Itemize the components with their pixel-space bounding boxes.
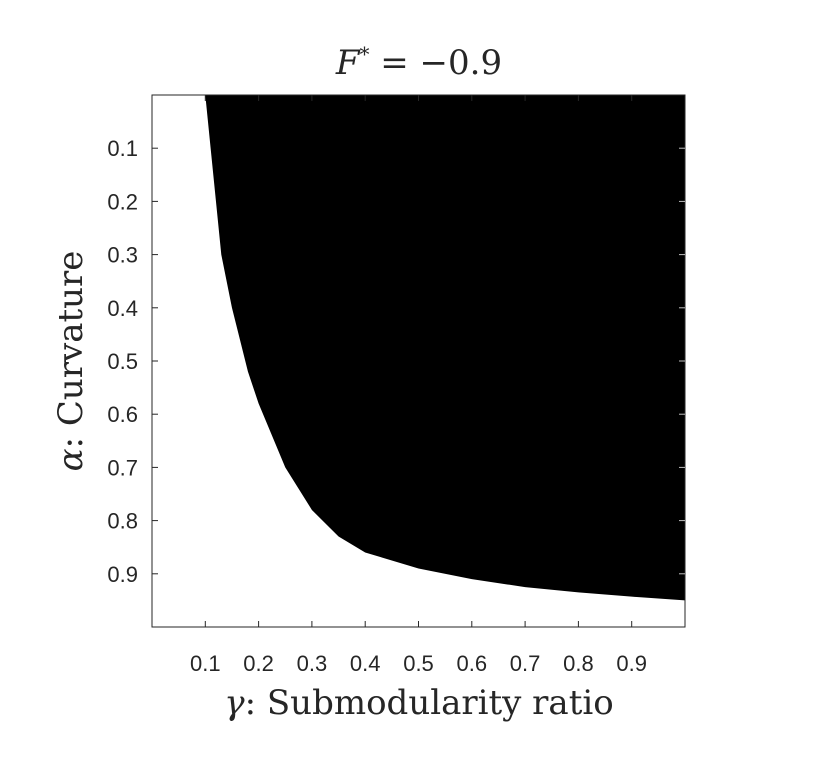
x-tick-label: 0.9 (616, 651, 647, 676)
x-axis-tick-labels: 0.1 0.2 0.3 0.4 0.5 0.6 0.7 0.8 0.9 (190, 651, 647, 676)
x-tick-label: 0.8 (563, 651, 594, 676)
x-tick-label: 0.5 (403, 651, 434, 676)
y-tick-label: 0.3 (107, 243, 138, 268)
feasible-region (205, 95, 686, 601)
title-superscript: * (359, 42, 369, 66)
y-axis-symbol: α (51, 448, 91, 471)
x-tick-label: 0.1 (190, 651, 221, 676)
title-value: = −0.9 (369, 43, 502, 83)
x-tick-label: 0.6 (457, 651, 488, 676)
y-axis-tick-labels: 0.1 0.2 0.3 0.4 0.5 0.6 0.7 0.8 0.9 (107, 136, 138, 587)
x-tick-label: 0.3 (297, 651, 328, 676)
chart-title: F* = −0.9 (335, 42, 502, 83)
x-tick-label: 0.7 (510, 651, 541, 676)
y-axis-label: α: Curvature (51, 251, 91, 472)
y-tick-label: 0.5 (107, 349, 138, 374)
y-axis-ticks (152, 147, 685, 575)
y-tick-label: 0.8 (107, 509, 138, 534)
y-tick-label: 0.1 (107, 136, 138, 161)
y-tick-label: 0.9 (107, 562, 138, 587)
y-tick-label: 0.6 (107, 402, 138, 427)
x-axis-label: γ: Submodularity ratio (224, 683, 613, 723)
x-axis-text: : Submodularity ratio (245, 683, 614, 723)
y-axis-text: : Curvature (51, 251, 91, 449)
y-tick-label: 0.4 (107, 296, 138, 321)
y-tick-label: 0.7 (107, 455, 138, 480)
x-tick-label: 0.4 (350, 651, 381, 676)
x-axis-symbol: γ (224, 683, 245, 723)
x-axis-ticks (204, 95, 633, 627)
x-tick-label: 0.2 (243, 651, 274, 676)
y-tick-label: 0.2 (107, 189, 138, 214)
title-symbol: F (335, 43, 361, 83)
